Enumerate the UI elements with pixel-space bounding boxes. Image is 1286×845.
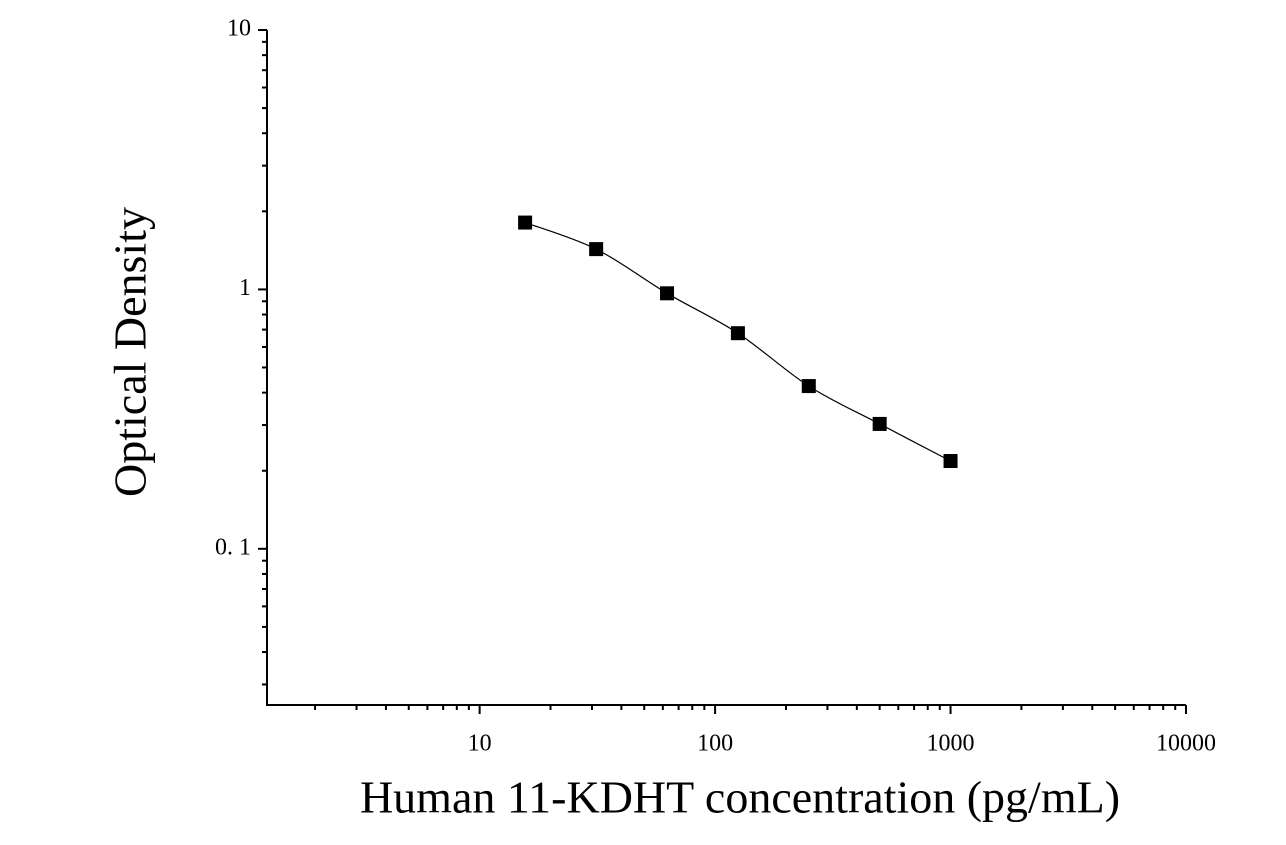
- data-point: [801, 379, 816, 394]
- y-axis-title: Optical Density: [105, 207, 156, 497]
- data-point: [872, 416, 887, 431]
- y-tick-label: 1: [239, 275, 251, 301]
- x-tick-label: 100: [697, 731, 733, 757]
- x-axis-title: Human 11-KDHT concentration (pg/mL): [360, 772, 1120, 823]
- data-point: [730, 326, 745, 341]
- data-point: [660, 286, 675, 301]
- x-tick-label: 1000: [927, 731, 975, 757]
- y-tick-label: 0. 1: [215, 534, 251, 560]
- data-point: [589, 242, 604, 257]
- y-tick-label: 10: [227, 16, 251, 42]
- data-point: [518, 215, 533, 230]
- data-point: [943, 454, 958, 469]
- x-tick-label: 10000: [1156, 731, 1216, 757]
- fit-curve: [524, 222, 951, 462]
- x-tick-label: 10: [468, 731, 492, 757]
